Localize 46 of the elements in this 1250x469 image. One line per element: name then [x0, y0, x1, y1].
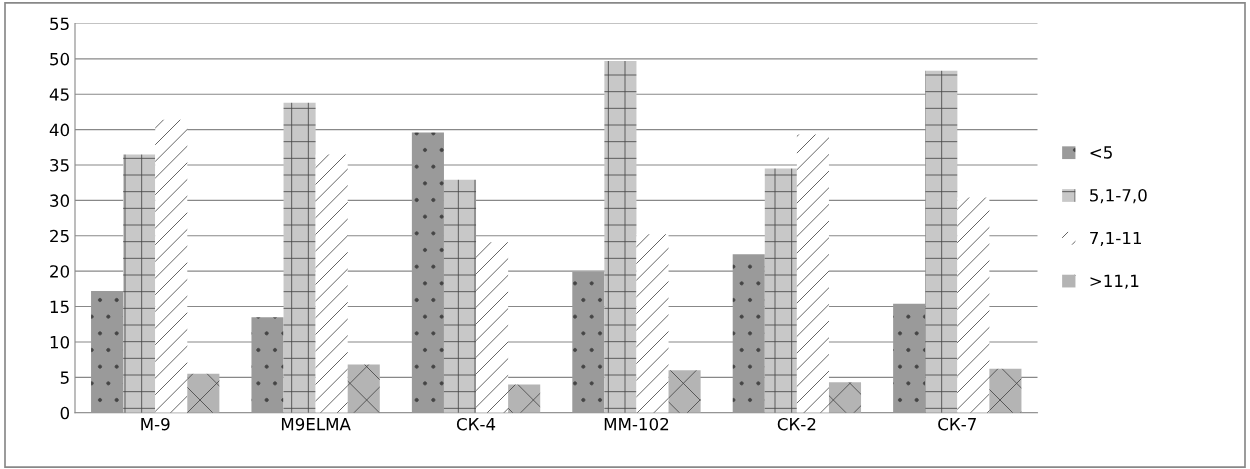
bar — [91, 290, 124, 413]
legend-label: 7,1-11 — [1090, 231, 1141, 247]
bar — [732, 254, 765, 413]
bar — [411, 132, 444, 413]
bar — [187, 373, 220, 413]
y-tick-label: 5 — [60, 371, 69, 384]
x-tick-label: ММ-102 — [604, 417, 669, 431]
bar — [315, 154, 348, 413]
legend-label: 5,1-7,0 — [1090, 188, 1147, 204]
y-tick-label: 50 — [50, 52, 70, 66]
y-tick-label: 45 — [49, 88, 69, 101]
bar — [476, 242, 509, 413]
bar — [283, 102, 316, 413]
bar — [893, 303, 926, 413]
x-tick-label: СК-4 — [456, 417, 496, 431]
y-tick-label: 30 — [50, 194, 70, 207]
bar — [636, 234, 669, 413]
y-tick-label: 20 — [50, 265, 70, 278]
y-tick-label: 25 — [50, 229, 69, 243]
bar — [347, 364, 380, 413]
bar — [508, 384, 541, 413]
y-tick-label: 40 — [49, 123, 70, 137]
y-tick-label: 55 — [50, 17, 69, 31]
y-tick-label: 15 — [50, 300, 69, 314]
x-tick-label: СК-2 — [777, 417, 816, 431]
bar — [123, 154, 156, 413]
bar — [764, 168, 797, 413]
x-tick-label: M-9 — [141, 417, 170, 431]
bar — [604, 60, 637, 413]
y-tick-label: 10 — [50, 335, 70, 349]
bar — [668, 370, 701, 413]
bar — [957, 197, 990, 413]
y-tick-label: 35 — [50, 158, 69, 172]
bar — [155, 119, 188, 413]
legend-label: >11,1 — [1090, 274, 1139, 289]
bar — [572, 271, 605, 413]
bar — [828, 382, 862, 413]
x-tick-label: СК-7 — [938, 417, 976, 431]
bar — [925, 70, 958, 413]
bar — [989, 368, 1022, 413]
x-tick-label: M9ELMA — [281, 417, 351, 431]
bar — [796, 134, 829, 413]
legend-label: <5 — [1090, 146, 1112, 159]
bar — [443, 179, 477, 413]
bar — [251, 317, 284, 413]
y-tick-label: 0 — [60, 406, 70, 420]
